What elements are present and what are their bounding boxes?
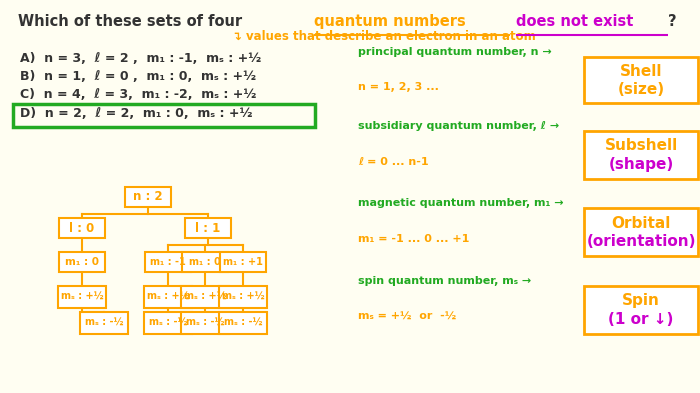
Text: (size): (size) (617, 81, 664, 97)
Text: ℓ = 0 ... n-1: ℓ = 0 ... n-1 (358, 157, 428, 167)
Text: mₛ : +½: mₛ : +½ (61, 292, 104, 302)
Text: mₛ = +½  or  -½: mₛ = +½ or -½ (358, 312, 456, 322)
Text: n : 2: n : 2 (133, 191, 163, 204)
FancyBboxPatch shape (182, 252, 228, 272)
FancyBboxPatch shape (144, 312, 192, 334)
Text: ?: ? (668, 14, 676, 29)
Text: Shell: Shell (620, 64, 662, 79)
Text: m₁ : +1: m₁ : +1 (223, 257, 263, 267)
Text: (orientation): (orientation) (587, 233, 696, 248)
Text: (shape): (shape) (608, 156, 673, 171)
Text: mₛ : -½: mₛ : -½ (224, 318, 262, 328)
FancyBboxPatch shape (145, 252, 191, 272)
Text: mₛ : -½: mₛ : -½ (85, 318, 123, 328)
Text: Spin: Spin (622, 294, 660, 309)
FancyBboxPatch shape (584, 286, 698, 334)
Text: quantum numbers: quantum numbers (314, 14, 466, 29)
Text: mₛ : +½: mₛ : +½ (222, 292, 265, 302)
Text: m₁ = -1 ... 0 ... +1: m₁ = -1 ... 0 ... +1 (358, 234, 470, 244)
Text: m₁ : 0: m₁ : 0 (189, 257, 221, 267)
Text: Which of these sets of four: Which of these sets of four (18, 14, 247, 29)
Text: m₁ : 0: m₁ : 0 (65, 257, 99, 267)
Text: (1 or ↓): (1 or ↓) (608, 312, 673, 327)
FancyBboxPatch shape (584, 131, 698, 179)
Text: mₛ : -½: mₛ : -½ (148, 318, 188, 328)
Text: magnetic quantum number, m₁ →: magnetic quantum number, m₁ → (358, 198, 564, 208)
FancyBboxPatch shape (584, 57, 698, 103)
Text: m₁ : -1: m₁ : -1 (150, 257, 186, 267)
Text: ↴ values that describe an electron in an atom: ↴ values that describe an electron in an… (232, 30, 536, 43)
Text: B)  n = 1,  ℓ = 0 ,  m₁ : 0,  mₛ : +½: B) n = 1, ℓ = 0 , m₁ : 0, mₛ : +½ (20, 70, 256, 83)
FancyBboxPatch shape (220, 252, 266, 272)
Text: A)  n = 3,  ℓ = 2 ,  m₁ : -1,  mₛ : +½: A) n = 3, ℓ = 2 , m₁ : -1, mₛ : +½ (20, 52, 261, 65)
FancyBboxPatch shape (59, 252, 105, 272)
FancyBboxPatch shape (219, 286, 267, 308)
Text: D)  n = 2,  ℓ = 2,  m₁ : 0,  mₛ : +½: D) n = 2, ℓ = 2, m₁ : 0, mₛ : +½ (20, 107, 253, 120)
Text: mₛ : -½: mₛ : -½ (186, 318, 224, 328)
Text: C)  n = 4,  ℓ = 3,  m₁ : -2,  mₛ : +½: C) n = 4, ℓ = 3, m₁ : -2, mₛ : +½ (20, 88, 256, 101)
Text: l : 0: l : 0 (69, 222, 94, 235)
Text: Subshell: Subshell (604, 138, 678, 154)
FancyBboxPatch shape (219, 312, 267, 334)
FancyBboxPatch shape (181, 312, 229, 334)
Text: l : 1: l : 1 (195, 222, 220, 235)
Text: subsidiary quantum number, ℓ →: subsidiary quantum number, ℓ → (358, 121, 559, 131)
FancyBboxPatch shape (185, 218, 231, 238)
Text: spin quantum number, mₛ →: spin quantum number, mₛ → (358, 276, 531, 286)
Text: does not exist: does not exist (516, 14, 634, 29)
FancyBboxPatch shape (125, 187, 171, 207)
Text: Orbital: Orbital (611, 215, 671, 231)
FancyBboxPatch shape (80, 312, 128, 334)
Text: mₛ : +½: mₛ : +½ (147, 292, 189, 302)
FancyBboxPatch shape (59, 218, 105, 238)
Text: n = 1, 2, 3 ...: n = 1, 2, 3 ... (358, 82, 439, 92)
Text: mₛ : +½: mₛ : +½ (183, 292, 226, 302)
Text: principal quantum number, n →: principal quantum number, n → (358, 47, 552, 57)
FancyBboxPatch shape (144, 286, 192, 308)
FancyBboxPatch shape (181, 286, 229, 308)
FancyBboxPatch shape (584, 208, 698, 256)
FancyBboxPatch shape (58, 286, 106, 308)
